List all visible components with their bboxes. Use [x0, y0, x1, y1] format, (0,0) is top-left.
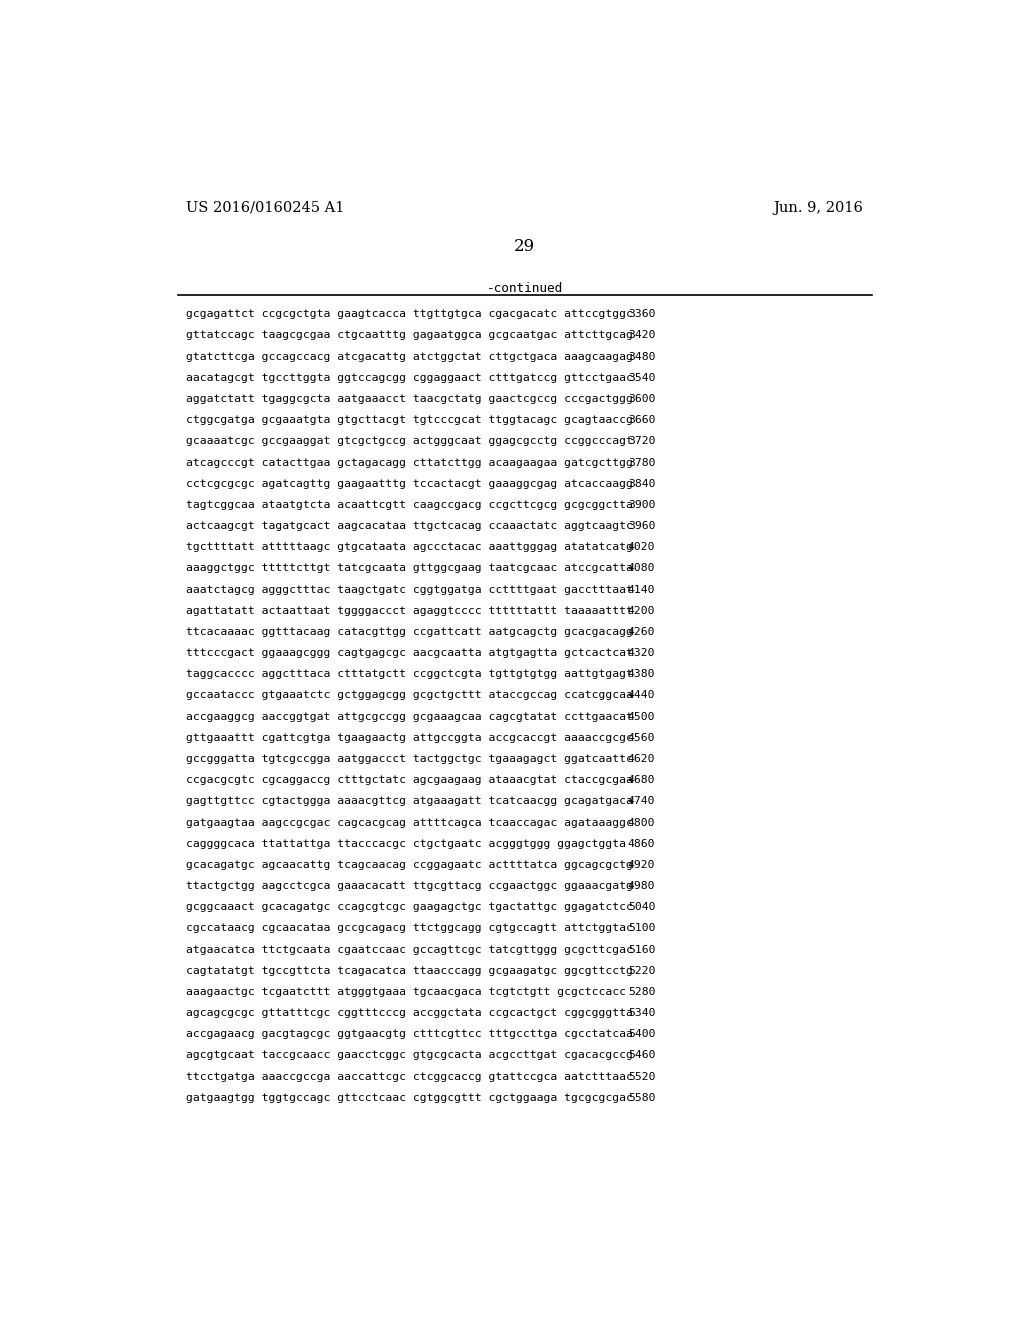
Text: 4800: 4800	[628, 817, 655, 828]
Text: gcacagatgc agcaacattg tcagcaacag ccggagaatc acttttatca ggcagcgctg: gcacagatgc agcaacattg tcagcaacag ccggaga…	[186, 859, 633, 870]
Text: gccaataccc gtgaaatctc gctggagcgg gcgctgcttt ataccgccag ccatcggcaa: gccaataccc gtgaaatctc gctggagcgg gcgctgc…	[186, 690, 633, 701]
Text: 4620: 4620	[628, 754, 655, 764]
Text: 29: 29	[514, 238, 536, 255]
Text: ttcctgatga aaaccgccga aaccattcgc ctcggcaccg gtattccgca aatctttaac: ttcctgatga aaaccgccga aaccattcgc ctcggca…	[186, 1072, 633, 1081]
Text: 4080: 4080	[628, 564, 655, 573]
Text: accgaaggcg aaccggtgat attgcgccgg gcgaaagcaa cagcgtatat ccttgaacat: accgaaggcg aaccggtgat attgcgccgg gcgaaag…	[186, 711, 633, 722]
Text: agcagcgcgc gttatttcgc cggtttcccg accggctata ccgcactgct cggcgggtta: agcagcgcgc gttatttcgc cggtttcccg accggct…	[186, 1008, 633, 1018]
Text: accgagaacg gacgtagcgc ggtgaacgtg ctttcgttcc tttgccttga cgcctatcaa: accgagaacg gacgtagcgc ggtgaacgtg ctttcgt…	[186, 1030, 633, 1039]
Text: actcaagcgt tagatgcact aagcacataa ttgctcacag ccaaactatc aggtcaagtc: actcaagcgt tagatgcact aagcacataa ttgctca…	[186, 521, 633, 531]
Text: gcgagattct ccgcgctgta gaagtcacca ttgttgtgca cgacgacatc attccgtggc: gcgagattct ccgcgctgta gaagtcacca ttgttgt…	[186, 309, 633, 319]
Text: Jun. 9, 2016: Jun. 9, 2016	[773, 201, 863, 215]
Text: 3660: 3660	[628, 416, 655, 425]
Text: aaatctagcg agggctttac taagctgatc cggtggatga ccttttgaat gacctttaat: aaatctagcg agggctttac taagctgatc cggtgga…	[186, 585, 633, 594]
Text: 4980: 4980	[628, 880, 655, 891]
Text: 3900: 3900	[628, 500, 655, 510]
Text: gcggcaaact gcacagatgc ccagcgtcgc gaagagctgc tgactattgc ggagatctcc: gcggcaaact gcacagatgc ccagcgtcgc gaagagc…	[186, 903, 633, 912]
Text: gccgggatta tgtcgccgga aatggaccct tactggctgc tgaaagagct ggatcaattc: gccgggatta tgtcgccgga aatggaccct tactggc…	[186, 754, 633, 764]
Text: gcaaaatcgc gccgaaggat gtcgctgccg actgggcaat ggagcgcctg ccggcccagt: gcaaaatcgc gccgaaggat gtcgctgccg actgggc…	[186, 437, 633, 446]
Text: US 2016/0160245 A1: US 2016/0160245 A1	[186, 201, 344, 215]
Text: 4860: 4860	[628, 838, 655, 849]
Text: 4260: 4260	[628, 627, 655, 638]
Text: gagttgttcc cgtactggga aaaacgttcg atgaaagatt tcatcaacgg gcagatgaca: gagttgttcc cgtactggga aaaacgttcg atgaaag…	[186, 796, 633, 807]
Text: tttcccgact ggaaagcggg cagtgagcgc aacgcaatta atgtgagtta gctcactcat: tttcccgact ggaaagcggg cagtgagcgc aacgcaa…	[186, 648, 633, 659]
Text: 4380: 4380	[628, 669, 655, 680]
Text: gatgaagtgg tggtgccagc gttcctcaac cgtggcgttt cgctggaaga tgcgcgcgac: gatgaagtgg tggtgccagc gttcctcaac cgtggcg…	[186, 1093, 633, 1102]
Text: 5040: 5040	[628, 903, 655, 912]
Text: 4560: 4560	[628, 733, 655, 743]
Text: 4200: 4200	[628, 606, 655, 615]
Text: 4020: 4020	[628, 543, 655, 552]
Text: 3540: 3540	[628, 372, 655, 383]
Text: 3480: 3480	[628, 351, 655, 362]
Text: gtatcttcga gccagccacg atcgacattg atctggctat cttgctgaca aaagcaagag: gtatcttcga gccagccacg atcgacattg atctggc…	[186, 351, 633, 362]
Text: 5160: 5160	[628, 945, 655, 954]
Text: 3360: 3360	[628, 309, 655, 319]
Text: 5220: 5220	[628, 966, 655, 975]
Text: taggcacccc aggctttaca ctttatgctt ccggctcgta tgttgtgtgg aattgtgagt: taggcacccc aggctttaca ctttatgctt ccggctc…	[186, 669, 633, 680]
Text: cgccataacg cgcaacataa gccgcagacg ttctggcagg cgtgccagtt attctggtac: cgccataacg cgcaacataa gccgcagacg ttctggc…	[186, 924, 633, 933]
Text: tagtcggcaa ataatgtcta acaattcgtt caagccgacg ccgcttcgcg gcgcggctta: tagtcggcaa ataatgtcta acaattcgtt caagccg…	[186, 500, 633, 510]
Text: 4140: 4140	[628, 585, 655, 594]
Text: tgcttttatt atttttaagc gtgcataata agccctacac aaattgggag atatatcatg: tgcttttatt atttttaagc gtgcataata agcccta…	[186, 543, 633, 552]
Text: atgaacatca ttctgcaata cgaatccaac gccagttcgc tatcgttggg gcgcttcgac: atgaacatca ttctgcaata cgaatccaac gccagtt…	[186, 945, 633, 954]
Text: 5520: 5520	[628, 1072, 655, 1081]
Text: cagtatatgt tgccgttcta tcagacatca ttaacccagg gcgaagatgc ggcgttcctg: cagtatatgt tgccgttcta tcagacatca ttaaccc…	[186, 966, 633, 975]
Text: gatgaagtaa aagccgcgac cagcacgcag attttcagca tcaaccagac agataaaggc: gatgaagtaa aagccgcgac cagcacgcag attttca…	[186, 817, 633, 828]
Text: 4500: 4500	[628, 711, 655, 722]
Text: ctggcgatga gcgaaatgta gtgcttacgt tgtcccgcat ttggtacagc gcagtaaccg: ctggcgatga gcgaaatgta gtgcttacgt tgtcccg…	[186, 416, 633, 425]
Text: caggggcaca ttattattga ttacccacgc ctgctgaatc acgggtggg ggagctggta: caggggcaca ttattattga ttacccacgc ctgctga…	[186, 838, 626, 849]
Text: 3840: 3840	[628, 479, 655, 488]
Text: 3720: 3720	[628, 437, 655, 446]
Text: 5400: 5400	[628, 1030, 655, 1039]
Text: gttatccagc taagcgcgaa ctgcaatttg gagaatggca gcgcaatgac attcttgcag: gttatccagc taagcgcgaa ctgcaatttg gagaatg…	[186, 330, 633, 341]
Text: agattatatt actaattaat tggggaccct agaggtcccc ttttttattt taaaaatttt: agattatatt actaattaat tggggaccct agaggtc…	[186, 606, 633, 615]
Text: 4320: 4320	[628, 648, 655, 659]
Text: 3600: 3600	[628, 395, 655, 404]
Text: 4440: 4440	[628, 690, 655, 701]
Text: gttgaaattt cgattcgtga tgaagaactg attgccggta accgcaccgt aaaaccgcgc: gttgaaattt cgattcgtga tgaagaactg attgccg…	[186, 733, 633, 743]
Text: 5460: 5460	[628, 1051, 655, 1060]
Text: 3420: 3420	[628, 330, 655, 341]
Text: aaaggctggc tttttcttgt tatcgcaata gttggcgaag taatcgcaac atccgcatta: aaaggctggc tttttcttgt tatcgcaata gttggcg…	[186, 564, 633, 573]
Text: cctcgcgcgc agatcagttg gaagaatttg tccactacgt gaaaggcgag atcaccaagg: cctcgcgcgc agatcagttg gaagaatttg tccacta…	[186, 479, 633, 488]
Text: 4920: 4920	[628, 859, 655, 870]
Text: 3780: 3780	[628, 458, 655, 467]
Text: ttcacaaaac ggtttacaag catacgttgg ccgattcatt aatgcagctg gcacgacagg: ttcacaaaac ggtttacaag catacgttgg ccgattc…	[186, 627, 633, 638]
Text: ttactgctgg aagcctcgca gaaacacatt ttgcgttacg ccgaactggc ggaaacgatg: ttactgctgg aagcctcgca gaaacacatt ttgcgtt…	[186, 880, 633, 891]
Text: atcagcccgt catacttgaa gctagacagg cttatcttgg acaagaagaa gatcgcttgg: atcagcccgt catacttgaa gctagacagg cttatct…	[186, 458, 633, 467]
Text: ccgacgcgtc cgcaggaccg ctttgctatc agcgaagaag ataaacgtat ctaccgcgaa: ccgacgcgtc cgcaggaccg ctttgctatc agcgaag…	[186, 775, 633, 785]
Text: aggatctatt tgaggcgcta aatgaaacct taacgctatg gaactcgccg cccgactggg: aggatctatt tgaggcgcta aatgaaacct taacgct…	[186, 395, 633, 404]
Text: agcgtgcaat taccgcaacc gaacctcggc gtgcgcacta acgccttgat cgacacgccg: agcgtgcaat taccgcaacc gaacctcggc gtgcgca…	[186, 1051, 633, 1060]
Text: aaagaactgc tcgaatcttt atgggtgaaa tgcaacgaca tcgtctgtt gcgctccacc: aaagaactgc tcgaatcttt atgggtgaaa tgcaacg…	[186, 987, 626, 997]
Text: 5280: 5280	[628, 987, 655, 997]
Text: 5100: 5100	[628, 924, 655, 933]
Text: aacatagcgt tgccttggta ggtccagcgg cggaggaact ctttgatccg gttcctgaac: aacatagcgt tgccttggta ggtccagcgg cggagga…	[186, 372, 633, 383]
Text: 5340: 5340	[628, 1008, 655, 1018]
Text: 4740: 4740	[628, 796, 655, 807]
Text: -continued: -continued	[486, 281, 563, 294]
Text: 3960: 3960	[628, 521, 655, 531]
Text: 5580: 5580	[628, 1093, 655, 1102]
Text: 4680: 4680	[628, 775, 655, 785]
